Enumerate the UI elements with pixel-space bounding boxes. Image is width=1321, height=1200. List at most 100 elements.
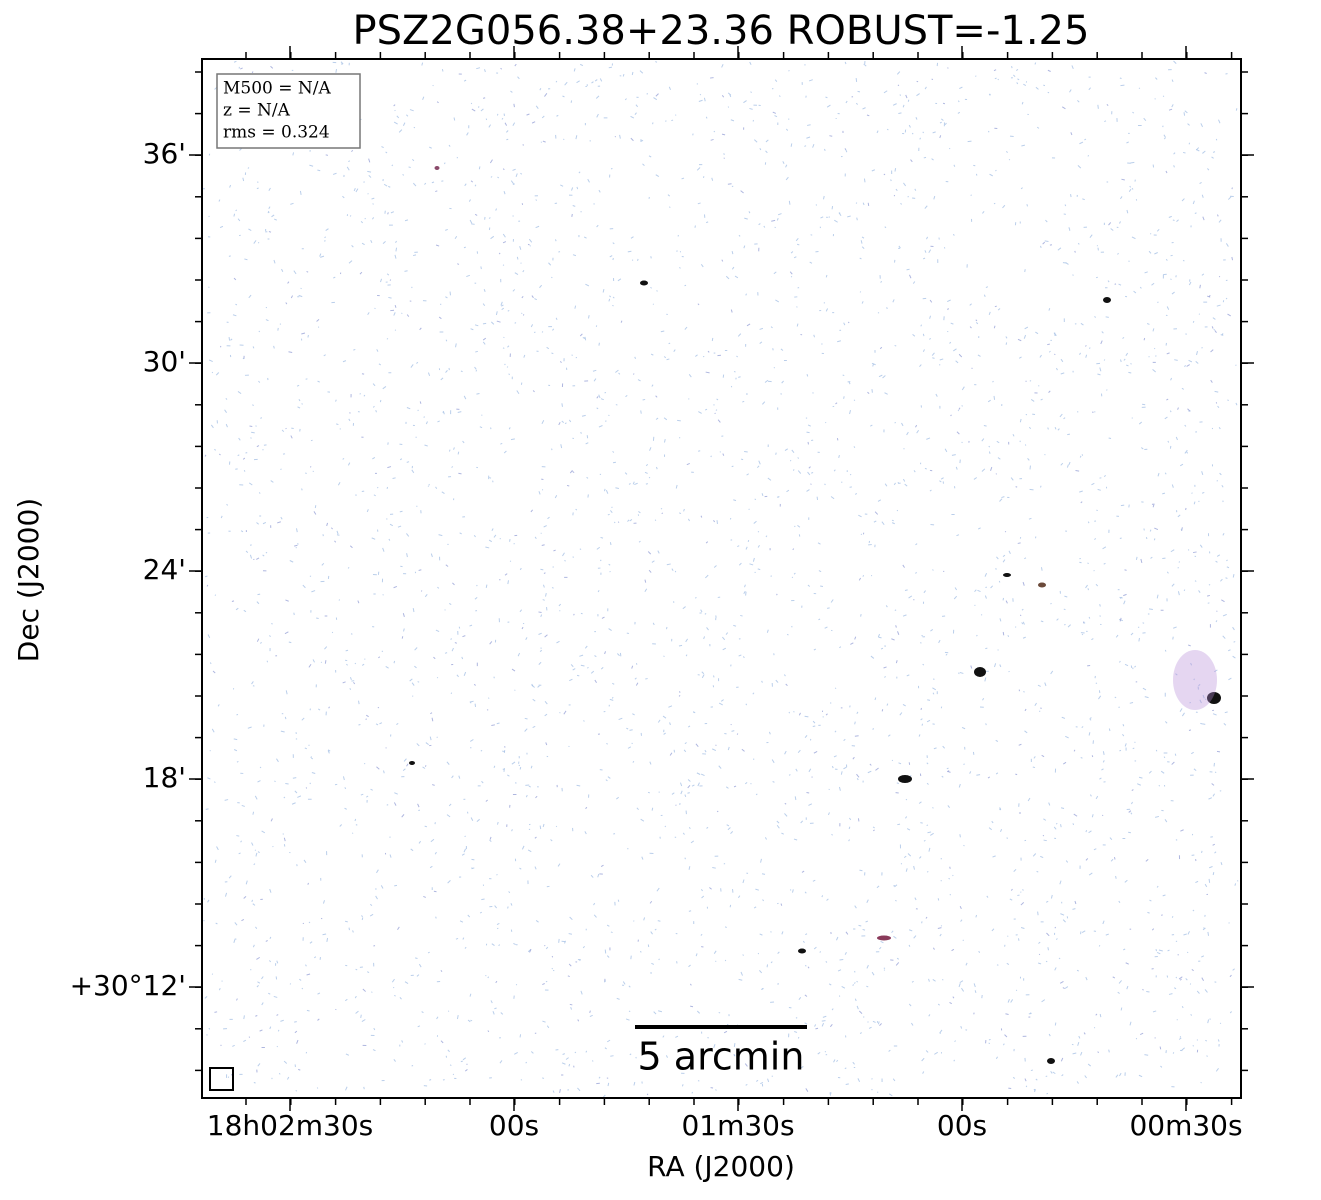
noise-dash <box>1036 870 1039 873</box>
noise-dash <box>1024 557 1027 560</box>
noise-dash <box>1083 1032 1086 1035</box>
noise-dash <box>1002 204 1006 209</box>
noise-dash <box>1212 713 1217 716</box>
noise-dash <box>218 199 221 202</box>
noise-dash <box>276 1045 279 1048</box>
y-tick-label: 36' <box>143 137 186 170</box>
noise-dash <box>1010 888 1013 891</box>
noise-dash <box>462 937 465 940</box>
noise-dash <box>205 808 209 810</box>
noise-dash <box>1227 313 1231 317</box>
noise-dash <box>419 327 422 331</box>
noise-dash <box>387 212 389 215</box>
noise-dash <box>612 461 616 464</box>
noise-dash <box>1199 181 1202 184</box>
noise-dash <box>607 1082 610 1087</box>
noise-dash <box>404 981 409 984</box>
noise-dash <box>860 240 863 244</box>
noise-dash <box>776 820 780 824</box>
noise-dash <box>882 375 886 379</box>
noise-dash <box>733 1043 736 1047</box>
noise-dash <box>759 970 763 974</box>
noise-dash <box>616 997 620 1000</box>
noise-dash <box>1047 427 1049 430</box>
noise-dash <box>859 1032 862 1034</box>
noise-dash <box>741 748 745 752</box>
noise-dash <box>1143 117 1147 121</box>
noise-dash <box>804 964 807 967</box>
noise-dash <box>700 609 703 613</box>
noise-dash <box>1122 733 1125 737</box>
noise-dash <box>679 782 683 787</box>
noise-dash <box>1204 72 1207 74</box>
noise-dash <box>950 414 952 417</box>
noise-dash <box>241 804 245 807</box>
noise-dash <box>581 414 586 417</box>
noise-dash <box>1123 593 1127 597</box>
noise-dash <box>269 888 272 893</box>
noise-dash <box>818 570 822 573</box>
noise-dash <box>322 933 327 936</box>
noise-dash <box>1017 542 1021 544</box>
noise-dash <box>360 221 364 224</box>
noise-dash <box>399 458 403 461</box>
noise-dash <box>367 312 370 315</box>
noise-dash <box>895 899 897 902</box>
noise-dash <box>712 867 716 869</box>
noise-dash <box>379 399 382 403</box>
noise-dash <box>371 537 376 540</box>
noise-dash <box>544 701 548 705</box>
noise-dash <box>204 996 208 999</box>
noise-dash <box>958 783 961 788</box>
noise-dash <box>1146 323 1150 325</box>
noise-dash <box>406 553 408 558</box>
noise-dash <box>233 939 236 943</box>
noise-dash <box>544 93 548 97</box>
noise-dash <box>839 958 844 961</box>
noise-dash <box>704 408 708 411</box>
noise-dash <box>256 522 259 525</box>
noise-dash <box>389 279 392 281</box>
noise-dash <box>416 743 420 747</box>
noise-dash <box>629 519 633 522</box>
noise-dash <box>738 978 743 981</box>
noise-dash <box>807 584 811 587</box>
noise-dash <box>243 1015 245 1020</box>
noise-dash <box>891 519 894 522</box>
noise-dash <box>738 234 741 237</box>
noise-dash <box>1177 514 1181 518</box>
noise-dash <box>969 771 972 774</box>
noise-dash <box>559 1089 561 1093</box>
noise-dash <box>761 873 766 875</box>
noise-dash <box>280 516 283 520</box>
noise-dash <box>649 900 653 904</box>
noise-dash <box>1094 316 1096 318</box>
noise-dash <box>1118 980 1122 984</box>
noise-dash <box>772 111 777 114</box>
noise-dash <box>285 302 288 305</box>
noise-dash <box>211 371 214 374</box>
noise-dash <box>1067 624 1071 628</box>
noise-dash <box>1236 880 1239 882</box>
noise-dash <box>764 379 769 383</box>
noise-dash <box>1165 170 1168 174</box>
noise-dash <box>586 476 589 479</box>
noise-dash <box>759 327 764 330</box>
noise-dash <box>1205 1039 1208 1042</box>
noise-dash <box>1093 848 1097 851</box>
noise-dash <box>376 349 379 352</box>
y-tick-label: 30' <box>143 345 186 378</box>
noise-dash <box>257 241 260 244</box>
noise-dash <box>880 280 883 283</box>
noise-dash <box>555 825 558 828</box>
noise-dash <box>1005 600 1008 604</box>
noise-dash <box>859 869 863 872</box>
noise-dash <box>301 332 306 335</box>
noise-dash <box>627 847 629 850</box>
noise-dash <box>1108 222 1112 226</box>
noise-dash <box>716 398 719 401</box>
noise-dash <box>553 549 556 552</box>
noise-dash <box>530 324 534 328</box>
noise-dash <box>713 520 716 523</box>
noise-dash <box>995 1056 998 1060</box>
